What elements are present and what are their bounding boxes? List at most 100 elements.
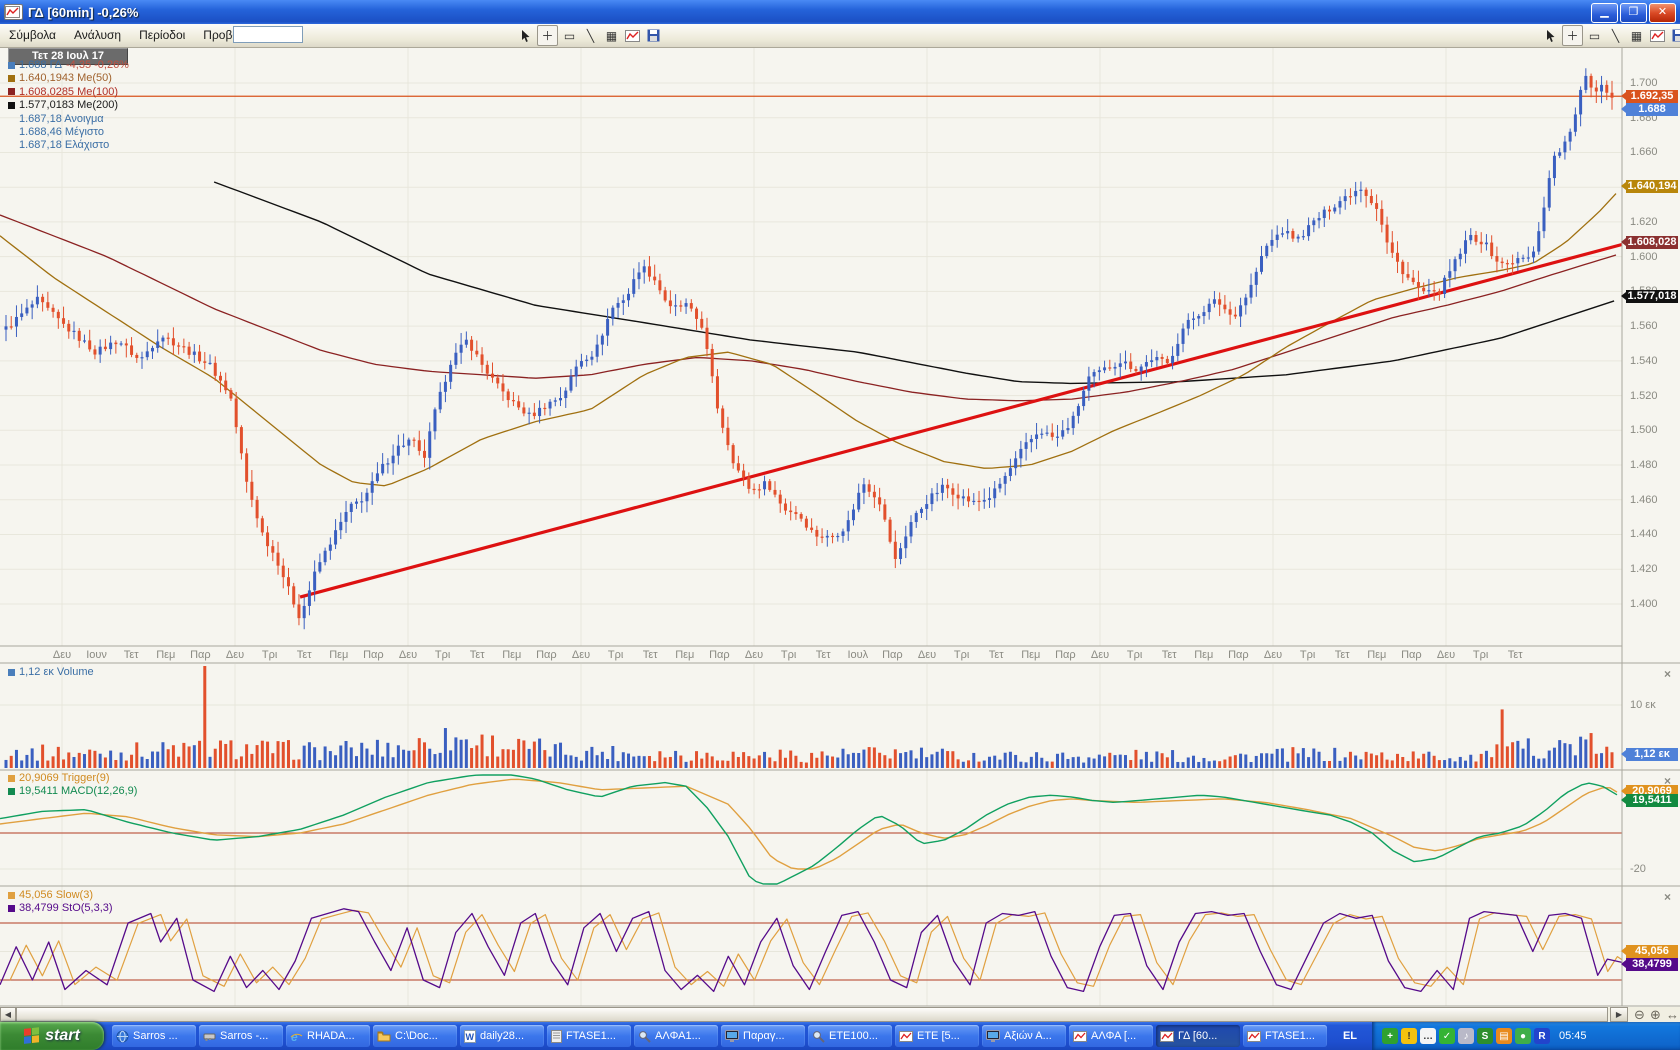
taskbar-button-2[interactable]: Sarros -... xyxy=(199,1025,283,1047)
taskbar-button-11[interactable]: Αξιών Α... xyxy=(982,1025,1066,1047)
trendline-icon[interactable]: ╲ xyxy=(1611,28,1620,43)
x-axis-label: Πεμ xyxy=(1194,649,1214,661)
firewall-icon[interactable]: S xyxy=(1477,1028,1493,1044)
taskbar-button-4[interactable]: C:\Doc... xyxy=(373,1025,457,1047)
menu-Σύμβολα[interactable]: Σύμβολα xyxy=(9,28,56,42)
trendline-icon[interactable]: ╲ xyxy=(586,28,595,43)
update-check-icon[interactable]: ✓ xyxy=(1439,1028,1455,1044)
folder-icon xyxy=(377,1030,391,1042)
crosshair-icon[interactable]: ＋ xyxy=(537,25,558,46)
horizontal-scrollbar[interactable]: ◀ ▶ xyxy=(0,1007,1680,1022)
remote-icon[interactable]: R xyxy=(1534,1028,1550,1044)
taskbar-button-12[interactable]: ΑΛΦΑ [... xyxy=(1069,1025,1153,1047)
menu-Ανάλυση[interactable]: Ανάλυση xyxy=(74,28,122,42)
fit-width-button[interactable]: ↔ xyxy=(1666,1007,1679,1022)
x-axis-label: Τρι xyxy=(261,649,278,661)
volume-panel-close-icon[interactable]: × xyxy=(1664,667,1672,681)
taskbar-button-label: daily28... xyxy=(480,1030,525,1042)
rectangle-icon[interactable]: ▭ xyxy=(563,28,576,43)
price-legend-row: 1.640,1943 Me(50) xyxy=(8,72,112,84)
legend-label: 1.688 ΓΔ xyxy=(19,59,62,71)
taskbar-button-8[interactable]: Παραγ... xyxy=(721,1025,805,1047)
globe-icon xyxy=(116,1030,129,1043)
network-icon[interactable]: ● xyxy=(1515,1028,1531,1044)
notepad-icon xyxy=(551,1029,562,1043)
price-ytick: 1.400 xyxy=(1630,597,1658,610)
taskbar-button-label: FTASE1... xyxy=(566,1030,616,1042)
x-axis-label: Τρι xyxy=(953,649,970,661)
close-button[interactable]: ✕ xyxy=(1649,3,1676,23)
security-alert-icon[interactable]: ! xyxy=(1401,1028,1417,1044)
zoom-out-button[interactable]: ⊖ xyxy=(1634,1007,1645,1022)
taskbar-button-10[interactable]: ΕΤΕ [5... xyxy=(895,1025,979,1047)
price-ytick: 1.700 xyxy=(1630,77,1658,89)
taskbar-button-label: ΑΛΦΑ1... xyxy=(655,1030,701,1042)
legend-marker xyxy=(8,787,15,795)
price-ytick: 1.660 xyxy=(1630,146,1658,159)
key-icon xyxy=(203,1030,216,1043)
cursor-icon[interactable] xyxy=(516,26,535,45)
restore-button[interactable]: ❐ xyxy=(1620,3,1647,23)
legend-marker xyxy=(8,74,15,82)
taskbar-button-14[interactable]: FTASE1... xyxy=(1243,1025,1327,1047)
rectangle-icon[interactable]: ▭ xyxy=(1588,28,1601,43)
symbol-input[interactable] xyxy=(233,26,303,43)
grid-icon[interactable]: ▦ xyxy=(605,28,618,43)
ie-icon: e xyxy=(290,1030,303,1043)
taskbar-button-1[interactable]: Sarros ... xyxy=(112,1025,196,1047)
chart-icon[interactable] xyxy=(623,26,642,45)
x-axis-label: Τρι xyxy=(1299,649,1316,661)
legend-label: 45,056 Slow(3) xyxy=(19,889,93,901)
legend-marker xyxy=(8,101,15,109)
taskbar-button-9[interactable]: ΕΤΕ100... xyxy=(808,1025,892,1047)
chart-icon xyxy=(4,4,23,20)
monitor-icon xyxy=(725,1030,739,1042)
save-icon[interactable] xyxy=(1669,26,1680,45)
x-axis-label: Πεμ xyxy=(1021,649,1041,661)
x-axis-label: Τρι xyxy=(780,649,797,661)
taskbar-button-3[interactable]: e RHADA... xyxy=(286,1025,370,1047)
x-axis-label: Τετ xyxy=(815,649,831,661)
taskbar-button-label: Sarros ... xyxy=(133,1030,178,1042)
volume-ytick: 10 εκ xyxy=(1630,699,1656,711)
x-axis-label: Παρ xyxy=(882,649,903,661)
legend-label: 1.688,46 Μέγιστο xyxy=(19,126,104,138)
messenger-icon[interactable]: + xyxy=(1382,1028,1398,1044)
price-ytick: 1.500 xyxy=(1630,424,1658,437)
minimize-button[interactable]: ▁ xyxy=(1591,3,1618,23)
chart-icon xyxy=(1160,1030,1174,1042)
save-icon[interactable] xyxy=(644,26,663,45)
balloon-icon[interactable]: … xyxy=(1420,1028,1436,1044)
zoom-in-button[interactable]: ⊕ xyxy=(1650,1007,1661,1022)
taskbar-button-label: C:\Doc... xyxy=(395,1030,438,1042)
macd-panel-close-icon[interactable]: × xyxy=(1664,774,1672,788)
stoch-panel-close-icon[interactable]: × xyxy=(1664,890,1672,904)
menu-Περίοδοι[interactable]: Περίοδοι xyxy=(139,28,186,42)
crosshair-icon[interactable]: ＋ xyxy=(1562,25,1583,46)
ma50-badge: 1.640,194 xyxy=(1621,180,1678,194)
price-ytick: 1.480 xyxy=(1630,459,1658,472)
start-button[interactable]: start xyxy=(0,1022,104,1050)
legend-label: 38,4799 StO(5,3,3) xyxy=(19,902,113,914)
language-indicator[interactable]: EL xyxy=(1342,1030,1358,1042)
taskbar-button-7[interactable]: ΑΛΦΑ1... xyxy=(634,1025,718,1047)
x-axis-label: Δευ xyxy=(1263,649,1283,661)
scroll-right-button[interactable]: ▶ xyxy=(1610,1007,1628,1022)
taskbar-button-6[interactable]: FTASE1... xyxy=(547,1025,631,1047)
scrollbar-thumb[interactable] xyxy=(16,1007,1608,1022)
chart-icon[interactable] xyxy=(1648,26,1667,45)
stoch-badge: 38,4799 xyxy=(1621,958,1678,971)
volume-legend: 1,12 εκ Volume xyxy=(8,666,94,678)
x-axis-label: Πεμ xyxy=(502,649,522,661)
audio-icon[interactable]: ♪ xyxy=(1458,1028,1474,1044)
grid-icon[interactable]: ▦ xyxy=(1630,28,1643,43)
scroll-left-button[interactable]: ◀ xyxy=(0,1007,16,1022)
legend-marker xyxy=(8,904,15,912)
x-axis-label: Πεμ xyxy=(329,649,349,661)
scheduler-icon[interactable]: ▤ xyxy=(1496,1028,1512,1044)
cursor-icon[interactable] xyxy=(1541,26,1560,45)
x-axis-label: Τρι xyxy=(434,649,451,661)
taskbar-button-13[interactable]: ΓΔ [60... xyxy=(1156,1025,1240,1047)
